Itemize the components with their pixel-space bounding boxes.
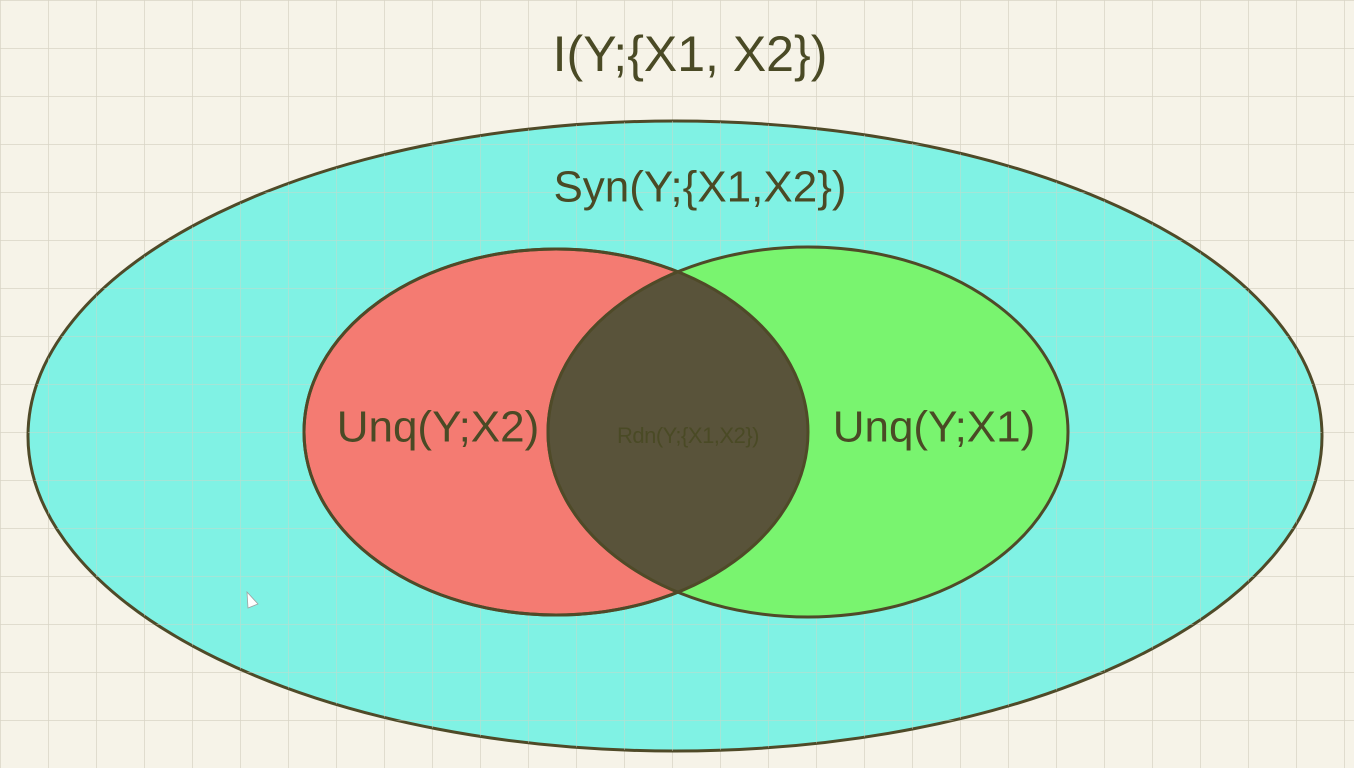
redundancy-region — [546, 249, 808, 615]
title-label: I(Y;{X1, X2}) — [553, 26, 828, 82]
redundancy-label: Rdn(Y;{X1,X2}) — [617, 423, 759, 448]
small-pointer-icon — [246, 590, 259, 609]
unique-x2-label: Unq(Y;X2) — [337, 403, 540, 452]
unique-x1-label: Unq(Y;X1) — [833, 403, 1036, 452]
synergy-label: Syn(Y;{X1,X2}) — [553, 163, 846, 212]
unique-x2-outline — [302, 247, 810, 617]
